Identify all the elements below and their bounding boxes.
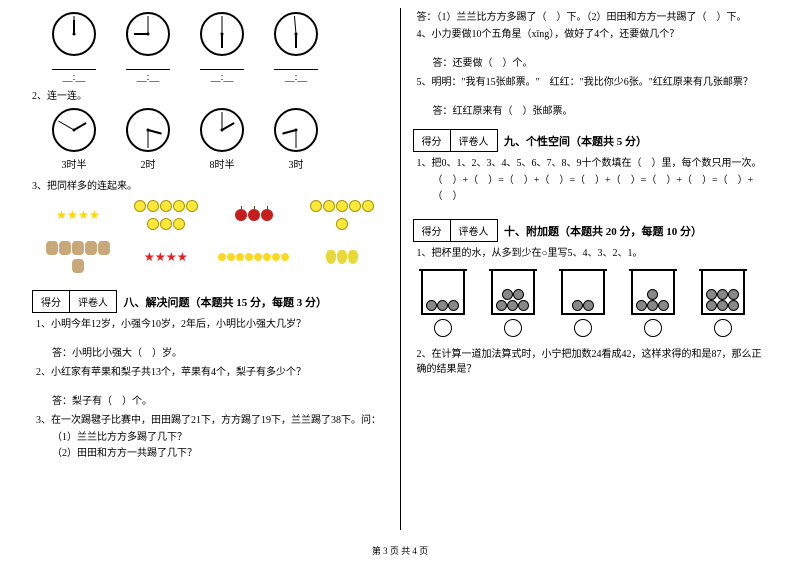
- beaker-answer-circle: [644, 319, 662, 337]
- match-bears-6: [42, 240, 114, 274]
- clock-3: [200, 12, 244, 56]
- clock-7: [200, 108, 244, 152]
- clock-label-4: 3时: [274, 156, 318, 171]
- clocks-row-2: [52, 108, 388, 152]
- clocks-row-1: [52, 12, 388, 56]
- q9-1: 1、把0、1、2、3、4、5、6、7、8、9十个数填在（ ）里，每个数只用一次。: [417, 156, 769, 171]
- colon-2: __:__: [126, 72, 170, 83]
- clock-5: [52, 108, 96, 152]
- grader-label: 评卷人: [70, 291, 116, 312]
- beaker-4: [627, 269, 679, 337]
- score-box-8: 得分 评卷人: [32, 290, 117, 313]
- a8-2: 答：梨子有（ ）个。: [52, 392, 388, 407]
- page-footer: 第 3 页 共 4 页: [0, 544, 800, 557]
- grader-label-10: 评卷人: [451, 220, 497, 241]
- clock-label-3: 8时半: [200, 156, 244, 171]
- q8-3b: （2）田田和方方一共踢了几下？: [52, 446, 388, 462]
- q8-3: 3、在一次踢毽子比赛中，田田踢了21下，方方踢了19下，兰兰踢了38下。问：: [36, 413, 388, 428]
- match-stars-4: [42, 198, 114, 232]
- match-apples-3: [218, 198, 290, 232]
- score-label-9: 得分: [414, 130, 451, 151]
- q10-1: 1、把杯里的水，从多到少在○里写5、4、3、2、1。: [417, 246, 769, 261]
- q8-3a: （1）兰兰比方方多踢了几下？: [52, 430, 388, 446]
- colon-1: __:__: [52, 72, 96, 83]
- match-smiley-8: [130, 198, 202, 232]
- match-chicks-8: [218, 240, 290, 274]
- beaker-answer-circle: [574, 319, 592, 337]
- score-box-10: 得分 评卷人: [413, 219, 498, 242]
- clock-2: [126, 12, 170, 56]
- q8-4: 4、小力要做10个五角星（xīng），做好了4个，还要做几个？: [417, 27, 769, 42]
- beaker-1: [417, 269, 469, 337]
- score-box-9: 得分 评卷人: [413, 129, 498, 152]
- a8-5: 答：红红原来有（ ）张邮票。: [433, 102, 769, 117]
- match-smiley-6: [306, 198, 378, 232]
- beaker-answer-circle: [434, 319, 452, 337]
- section-8-title: 八、解决问题（本题共 15 分，每题 3 分）: [124, 294, 328, 310]
- colon-row: __:__ __:__ __:__ __:__: [52, 72, 388, 83]
- clock-6: [126, 108, 170, 152]
- match-grid: [42, 198, 378, 274]
- right-column: 答：（1）兰兰比方方多踢了（ ）下。（2）田田和方方一共踢了（ ）下。 4、小力…: [401, 8, 781, 530]
- section-9-title: 九、个性空间（本题共 5 分）: [504, 133, 647, 149]
- q8-2: 2、小红家有苹果和梨子共13个，苹果有4个，梨子有多少个？: [36, 365, 388, 380]
- clock-label-1: 3时半: [52, 156, 96, 171]
- q9-1b: （ ）+（ ）=（ ）+（ ）=（ ）+（ ）=（ ）+（ ）=（ ）+（ ）: [433, 173, 769, 205]
- beaker-3: [557, 269, 609, 337]
- blanks-row-1: [52, 60, 388, 70]
- match-pears-3: [306, 240, 378, 274]
- grader-label-9: 评卷人: [451, 130, 497, 151]
- clock-1: [52, 12, 96, 56]
- beaker-answer-circle: [714, 319, 732, 337]
- clock-label-2: 2时: [126, 156, 170, 171]
- left-column: __:__ __:__ __:__ __:__ 2、连一连。 3时半 2时 8时半 3…: [20, 8, 401, 530]
- a8-3: 答：（1）兰兰比方方多踢了（ ）下。（2）田田和方方一共踢了（ ）下。: [417, 10, 769, 25]
- beaker-5: [697, 269, 749, 337]
- q8-5: 5、明明："我有15张邮票。" 红红："我比你少6张。"红红原来有几张邮票？: [417, 75, 769, 90]
- colon-4: __:__: [274, 72, 318, 83]
- item-2: 2、连一连。: [32, 89, 388, 104]
- clock-8: [274, 108, 318, 152]
- clock-4: [274, 12, 318, 56]
- a8-1: 答：小明比小强大（ ）岁。: [52, 344, 388, 359]
- item-3: 3、把同样多的连起来。: [32, 179, 388, 194]
- beaker-answer-circle: [504, 319, 522, 337]
- score-label: 得分: [33, 291, 70, 312]
- beakers-row: [417, 269, 765, 337]
- section-10-title: 十、附加题（本题共 20 分，每题 10 分）: [504, 223, 702, 239]
- q10-2: 2、在计算一道加法算式时，小宁把加数24看成42，这样求得的和是87，那么正确的…: [417, 347, 769, 377]
- score-label-10: 得分: [414, 220, 451, 241]
- beaker-2: [487, 269, 539, 337]
- match-redstars-4: [130, 240, 202, 274]
- colon-3: __:__: [200, 72, 244, 83]
- q8-1: 1、小明今年12岁，小强今10岁，2年后，小明比小强大几岁？: [36, 317, 388, 332]
- a8-4: 答：还要做（ ）个。: [433, 54, 769, 69]
- clock-labels-row: 3时半 2时 8时半 3时: [52, 156, 388, 171]
